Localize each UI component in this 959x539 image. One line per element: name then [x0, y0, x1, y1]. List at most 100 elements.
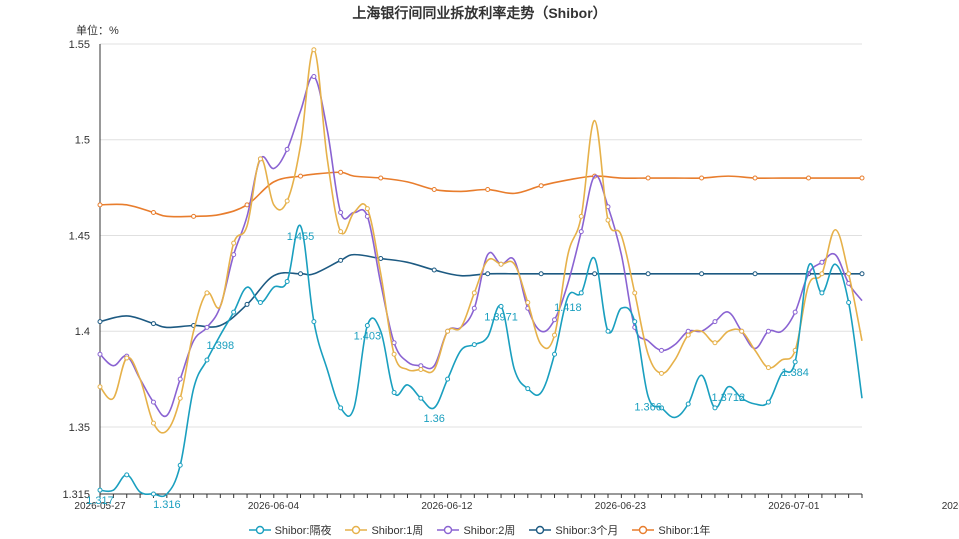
data-point — [498, 303, 504, 309]
data-point — [364, 206, 370, 212]
data-point — [418, 367, 424, 373]
data-label: 1.455 — [287, 231, 315, 243]
data-point — [204, 324, 210, 330]
data-point — [578, 290, 584, 296]
data-point — [231, 240, 237, 246]
y-tick-label: 1.4 — [75, 326, 90, 338]
data-label: 1.384 — [781, 367, 809, 379]
data-point — [150, 321, 156, 327]
data-point — [97, 384, 103, 390]
data-point — [204, 357, 210, 363]
data-point — [231, 252, 237, 258]
data-point — [578, 229, 584, 235]
data-label: 1.3712 — [711, 392, 745, 404]
series-line — [99, 48, 863, 434]
data-point — [792, 359, 798, 365]
legend-item[interactable]: Shibor:1周 — [345, 522, 423, 538]
data-point — [658, 370, 664, 376]
data-label: 1.398 — [207, 340, 235, 352]
data-point — [124, 472, 130, 478]
data-point — [445, 376, 451, 382]
unit-label: 单位：% — [76, 25, 119, 37]
x-tick-label: 2026-06-12 — [421, 501, 473, 512]
data-point — [765, 365, 771, 371]
data-point — [525, 386, 531, 392]
data-point — [538, 271, 544, 277]
data-point — [338, 210, 344, 216]
data-point — [284, 198, 290, 204]
y-tick-label: 1.315 — [62, 489, 90, 501]
data-point — [765, 328, 771, 334]
y-tick-label: 1.35 — [69, 422, 90, 434]
chart-title: 上海银行间同业拆放利率走势（Shibor） — [352, 5, 607, 21]
data-point — [658, 347, 664, 353]
data-point — [552, 317, 558, 323]
data-point — [445, 328, 451, 334]
data-point — [712, 405, 718, 411]
x-tick-label: 2026-06-04 — [248, 501, 300, 512]
x-tick-label: 2026-07-09 — [942, 501, 959, 512]
data-point — [658, 405, 664, 411]
data-point — [685, 401, 691, 407]
data-point — [244, 202, 250, 208]
data-point — [150, 399, 156, 405]
data-point — [645, 271, 651, 277]
legend-label: Shibor:1周 — [371, 525, 424, 537]
data-point — [311, 319, 317, 325]
data-label: 1.316 — [153, 499, 181, 511]
data-point — [752, 271, 758, 277]
data-point — [632, 290, 638, 296]
legend-item[interactable]: Shibor:隔夜 — [248, 522, 331, 538]
data-point — [471, 305, 477, 311]
data-point — [338, 169, 344, 175]
data-point — [846, 300, 852, 306]
legend-item[interactable]: Shibor:1年 — [632, 522, 710, 538]
data-point — [391, 390, 397, 396]
legend-line-icon — [248, 525, 271, 535]
data-point — [257, 156, 263, 162]
series-line — [99, 171, 862, 218]
data-point — [699, 271, 705, 277]
data-point — [124, 355, 130, 361]
data-point — [177, 395, 183, 401]
data-label: 1.403 — [354, 330, 382, 342]
data-label: 1.36 — [423, 413, 444, 425]
data-point — [378, 175, 384, 181]
data-point — [632, 319, 638, 325]
data-point — [819, 290, 825, 296]
data-point — [177, 376, 183, 382]
legend-label: Shibor:1年 — [658, 525, 711, 537]
data-point — [378, 255, 384, 261]
data-point — [859, 175, 865, 181]
data-point — [311, 74, 317, 80]
data-point — [177, 462, 183, 468]
data-point — [257, 300, 263, 306]
legend: Shibor:隔夜 Shibor:1周 Shibor:2周 Shibor:3个月… — [0, 522, 959, 538]
data-point — [97, 202, 103, 208]
data-point — [204, 290, 210, 296]
data-label: 1.418 — [554, 302, 582, 314]
data-point — [685, 332, 691, 338]
x-tick-label: 2026-05-27 — [74, 501, 126, 512]
legend-item[interactable]: Shibor:3个月 — [529, 522, 618, 538]
data-point — [97, 351, 103, 357]
data-point — [765, 399, 771, 405]
legend-label: Shibor:3个月 — [555, 525, 619, 537]
data-point — [97, 319, 103, 325]
data-label: 1.317 — [86, 495, 114, 507]
legend-label: Shibor:2周 — [463, 525, 516, 537]
data-point — [712, 319, 718, 325]
data-point — [244, 301, 250, 307]
legend-line-icon — [345, 525, 368, 535]
data-point — [150, 420, 156, 426]
data-point — [471, 290, 477, 296]
data-point — [712, 340, 718, 346]
data-point — [645, 175, 651, 181]
legend-line-icon — [632, 525, 655, 535]
data-point — [391, 351, 397, 357]
data-point — [418, 395, 424, 401]
legend-item[interactable]: Shibor:2周 — [437, 522, 515, 538]
data-point — [485, 187, 491, 193]
data-point — [231, 309, 237, 315]
